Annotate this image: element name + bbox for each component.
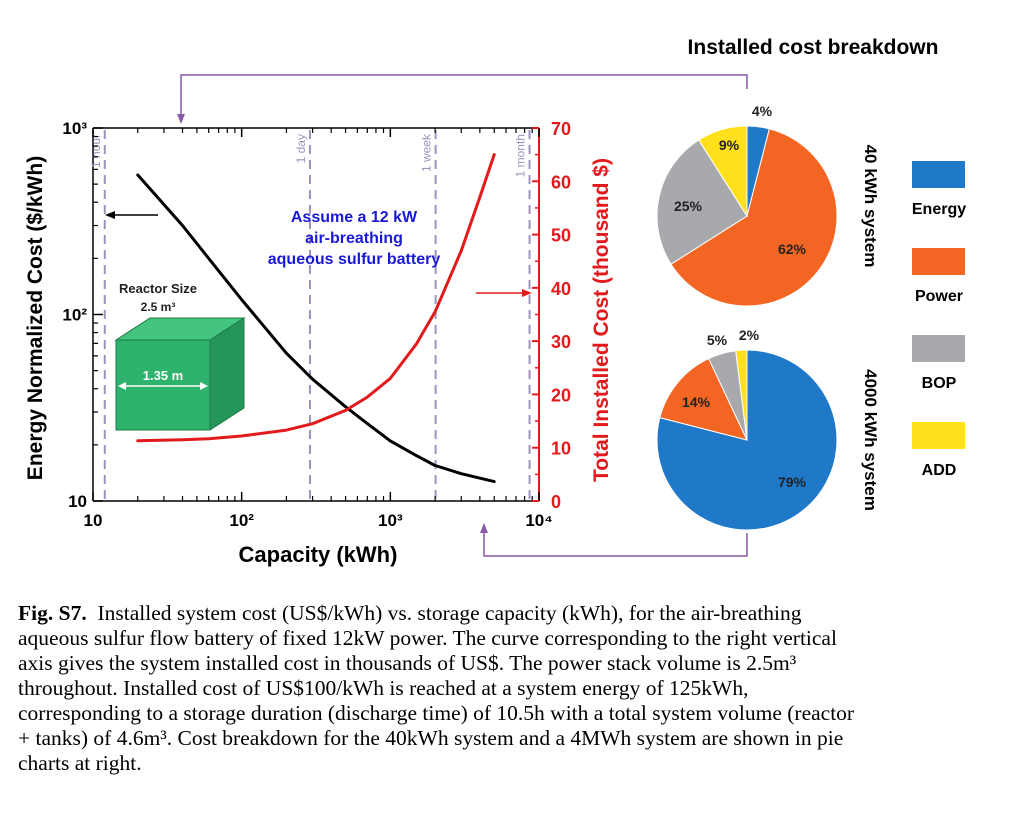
left-axis-arrowhead xyxy=(105,211,115,219)
caption-line-4: corresponding to a storage duration (dis… xyxy=(18,701,855,725)
bracket-top xyxy=(180,74,748,117)
vline-label-0: 1 hour xyxy=(89,134,103,168)
legend-label-energy: Energy xyxy=(912,201,966,218)
pie2-label-energy: 79% xyxy=(778,474,807,490)
figure: 1 hour 1 day 1 week 1 month 10 10² 10³ 10⁴ 10 10²… xyxy=(24,36,966,567)
pie1-slice-bop xyxy=(656,139,748,265)
legend-swatch-bop xyxy=(912,335,965,362)
y2-tick-label-3: 30 xyxy=(551,332,571,352)
assume-text-1: air-breathing xyxy=(305,230,403,247)
cost-breakdown-pies: Installed cost breakdown 4% 62% 25% 9% 40 kWh… xyxy=(656,36,966,531)
right-axis-arrowhead xyxy=(522,289,532,297)
caption-label: Fig. S7. xyxy=(18,601,87,625)
caption-line-1: aqueous sulfur flow battery of fixed 12k… xyxy=(18,626,837,650)
legend-label-add: ADD xyxy=(922,462,957,479)
legend-swatch-add xyxy=(912,422,965,449)
pie2-label-bop: 5% xyxy=(707,332,728,348)
pie2-slice-add xyxy=(735,349,748,441)
x-tick-label-0: 10 xyxy=(84,511,103,530)
assume-text-2: aqueous sulfur battery xyxy=(268,251,441,268)
x-tick-label-2: 10³ xyxy=(378,511,403,530)
legend-label-power: Power xyxy=(915,288,963,305)
caption-line-3: throughout. Installed cost of US$100/kWh… xyxy=(18,676,749,700)
pie1-label-power: 62% xyxy=(778,241,807,257)
caption-line-text-0: Installed system cost (US$/kWh) vs. stor… xyxy=(97,601,802,625)
vline-label-2: 1 week xyxy=(420,133,434,172)
y-tick-label-2: 10³ xyxy=(62,119,87,138)
y2-tick-label-1: 10 xyxy=(551,439,571,459)
y-tick-label-0: 10 xyxy=(68,492,87,511)
caption-line-2: axis gives the system installed cost in … xyxy=(18,651,797,675)
pie1-system-label: 40 kWh system xyxy=(861,145,880,268)
assume-text-0: Assume a 12 kW xyxy=(291,209,418,226)
y2-axis-title: Total Installed Cost (thousand $) xyxy=(590,158,613,482)
vline-label-3: 1 month xyxy=(514,134,528,177)
caption-line-6: charts at right. xyxy=(18,751,142,775)
bracket-top-arrowhead xyxy=(177,114,185,124)
y-tick-label-1: 10² xyxy=(62,306,87,325)
caption-line-0: Fig. S7. Installed system cost (US$/kWh)… xyxy=(18,601,1008,626)
pie2-slice-power xyxy=(659,357,748,441)
reactor-volume-label: 2.5 m³ xyxy=(141,300,176,314)
pie2-label-power: 14% xyxy=(682,394,711,410)
caption-line-5: + tanks) of 4.6m³. Cost breakdown for th… xyxy=(18,726,844,750)
x-axis-title: Capacity (kWh) xyxy=(239,542,398,567)
legend-swatch-power xyxy=(912,248,965,275)
series-1-line xyxy=(136,153,496,443)
y2-tick-label-0: 0 xyxy=(551,492,561,512)
bracket-bottom xyxy=(483,530,748,557)
y-axis-title: Energy Normalized Cost ($/kWh) xyxy=(24,156,47,480)
vline-label-1: 1 day xyxy=(294,134,308,163)
x-tick-label-3: 10⁴ xyxy=(525,511,552,530)
figure-caption: Fig. S7. Installed system cost (US$/kWh)… xyxy=(18,601,1008,776)
pie1-label-add: 9% xyxy=(719,137,740,153)
pie1-slice-power xyxy=(670,128,838,307)
cube-width-arrow-right xyxy=(200,382,208,390)
pie-section-title: Installed cost breakdown xyxy=(688,36,939,59)
x-tick-label-1: 10² xyxy=(229,511,254,530)
pie2-system-label: 4000 kWh system xyxy=(861,369,880,511)
y2-tick-label-5: 50 xyxy=(551,226,571,246)
pie1-label-energy: 4% xyxy=(752,103,773,119)
cost-vs-capacity-chart: 1 hour 1 day 1 week 1 month 10 10² 10³ 10⁴ 10 10²… xyxy=(24,74,748,567)
y2-tick-label-2: 20 xyxy=(551,385,571,405)
cube-width-label: 1.35 m xyxy=(143,368,183,383)
legend-swatch-energy xyxy=(912,161,965,188)
series-0-line xyxy=(136,173,496,484)
bracket-bottom-arrowhead xyxy=(480,523,488,533)
cube-width-arrow-left xyxy=(118,382,126,390)
y2-tick-label-4: 40 xyxy=(551,279,571,299)
pie2-label-add: 2% xyxy=(739,327,760,343)
pie1-slice-add xyxy=(698,125,748,218)
legend-label-bop: BOP xyxy=(922,375,957,392)
pie1-label-bop: 25% xyxy=(674,198,703,214)
y2-tick-label-7: 70 xyxy=(551,119,571,139)
cube-front xyxy=(115,339,211,431)
y2-tick-label-6: 60 xyxy=(551,172,571,192)
reactor-size-label: Reactor Size xyxy=(119,281,197,296)
